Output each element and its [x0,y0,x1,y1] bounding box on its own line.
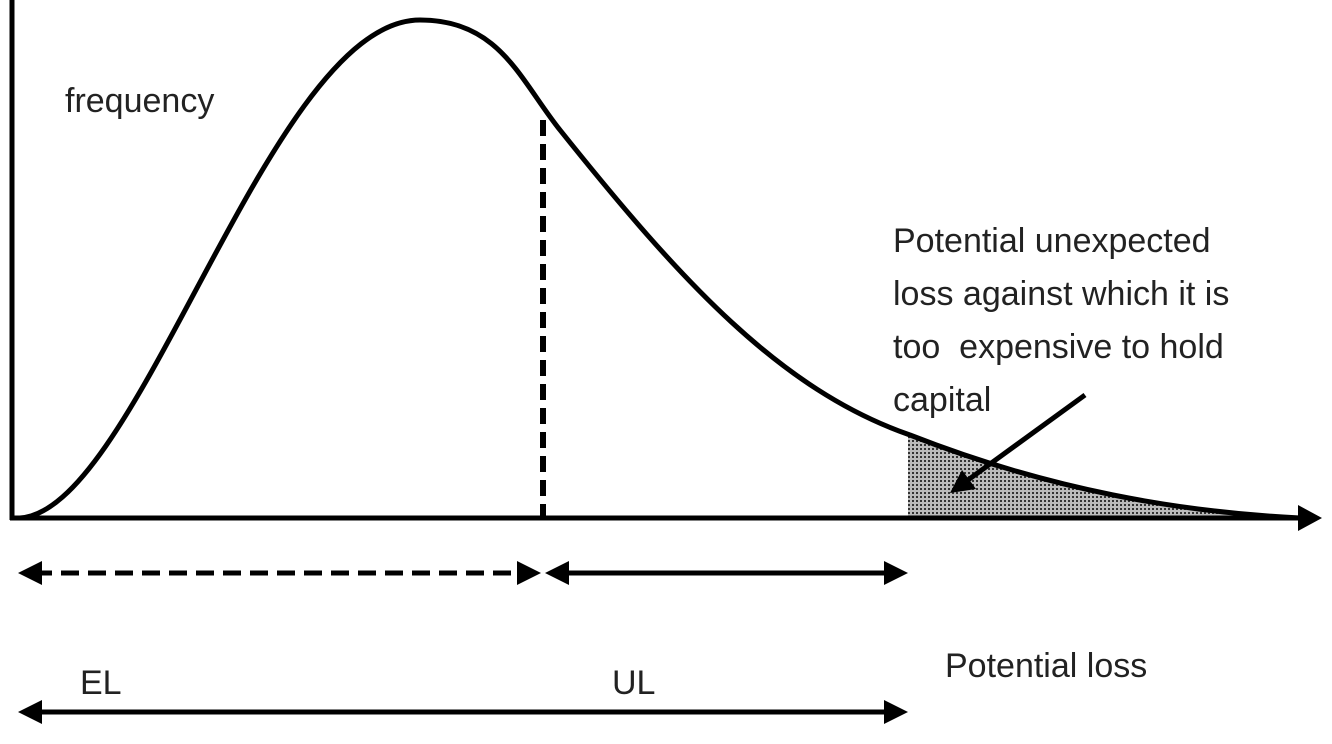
annotation-line: loss against which it is [893,275,1229,313]
annotation-pointer [966,392,1087,483]
ul-label: UL [612,664,655,702]
loss-curve [19,17,1301,521]
total-arrowhead-right [884,700,908,724]
x-axis-label: Potential loss [945,647,1147,685]
annotation-line: capital [893,381,991,419]
tail-area [908,435,1300,518]
x-axis-arrowhead [1298,505,1322,531]
el-label: EL [80,664,122,702]
ul-arrowhead-right [884,561,908,585]
annotation-line: Potential unexpected [893,222,1211,260]
el-arrowhead-left [18,561,42,585]
total-arrowhead-left [18,700,42,724]
annotation-line: too expensive to hold [893,328,1224,366]
ul-arrowhead-left [545,561,569,585]
y-axis-label: frequency [65,82,214,120]
el-arrowhead-right [517,561,541,585]
annotation-pointer-head [950,470,976,493]
